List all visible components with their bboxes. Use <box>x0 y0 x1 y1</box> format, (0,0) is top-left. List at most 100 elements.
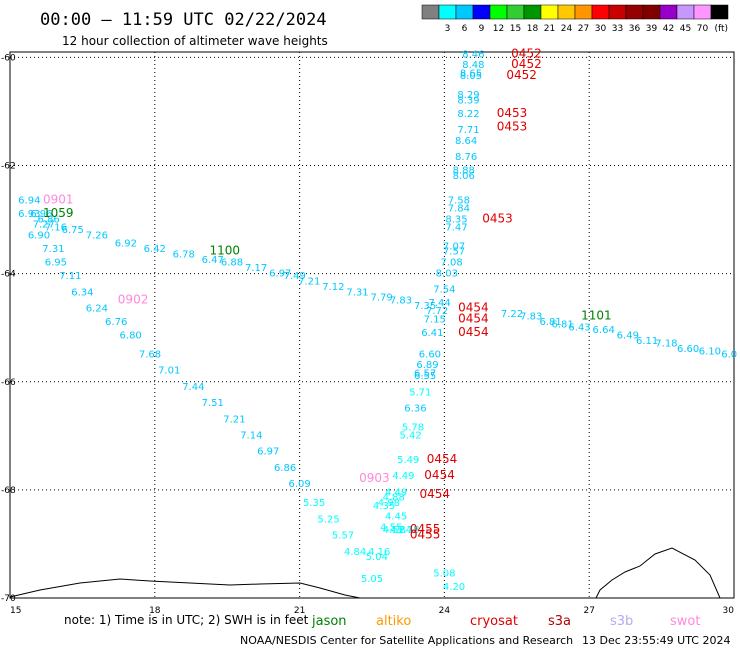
colorbar-label: 30 <box>595 24 607 34</box>
wave-height-point: 7.44 <box>182 382 204 393</box>
x-tick-label: 18 <box>149 606 161 616</box>
colorbar-swatch <box>506 4 525 20</box>
pass-label: 0452 <box>511 46 542 60</box>
wave-height-point: 6.80 <box>120 331 142 342</box>
wave-height-point: 6.97 <box>257 447 279 458</box>
wave-height-point: 7.54 <box>433 285 455 296</box>
wave-height-point: 6.88 <box>221 258 243 269</box>
wave-height-point: 6.34 <box>71 287 93 298</box>
colorbar-swatch <box>591 4 610 20</box>
colorbar-swatch <box>540 4 559 20</box>
colorbar-label: 18 <box>527 24 539 34</box>
wave-height-point: 4.55 <box>380 522 402 533</box>
satellite-legend: jason altiko cryosat s3a s3b swot <box>311 614 700 629</box>
wave-height-point: 8.05 <box>460 71 482 82</box>
colorbar-swatch <box>642 4 661 20</box>
wave-height-point: 7.17 <box>245 263 267 274</box>
colorbar-swatch <box>574 4 593 20</box>
wave-height-point: 4.52 <box>383 525 405 536</box>
wave-height-point: 8.35 <box>445 214 467 225</box>
wave-height-point: 6.43 <box>568 322 590 333</box>
colorbar-label: 33 <box>612 24 623 34</box>
wave-height-point: 8.88 <box>453 166 475 177</box>
wave-height-point: 7.83 <box>520 312 542 323</box>
wave-height-point: 7.01 <box>158 366 180 377</box>
wave-height-point: 7.83 <box>390 295 412 306</box>
colorbar-swatch <box>523 4 542 20</box>
pass-label: 0453 <box>497 119 528 133</box>
pass-label: 0454 <box>427 452 458 466</box>
grid <box>10 52 734 598</box>
wave-height-point: 6.10 <box>699 347 721 358</box>
wave-height-point: 6.76 <box>105 317 127 328</box>
wave-height-point: 6.95 <box>45 258 67 269</box>
wave-height-point: 7.14 <box>240 431 262 442</box>
wave-height-point: 8.03 <box>436 268 458 279</box>
wave-height-point: 5.04 <box>366 552 388 563</box>
colorbar-swatch <box>472 4 491 20</box>
pass-label: 0902 <box>118 292 149 306</box>
x-tick-label: 15 <box>10 606 21 616</box>
wave-height-point: 8.22 <box>457 109 479 120</box>
plot-area: 8.468.488.658.05 8.298.39 8.22 7.718.64 8.76… <box>9 46 737 599</box>
note-text: note: 1) Time is in UTC; 2) SWH is in fe… <box>64 613 309 627</box>
wave-height-point: 6.64 <box>593 325 615 336</box>
wave-height-point: 7.08 <box>441 258 463 269</box>
pass-label: 0455 <box>410 522 441 536</box>
wave-height-point: 7.26 <box>86 231 108 242</box>
pass-labels: 0452045204520453045304530454045404540454… <box>43 46 612 541</box>
wave-height-point: 8.64 <box>455 136 477 147</box>
chart-title: 00:00 — 11:59 UTC 02/22/2024 <box>40 10 327 30</box>
colorbar-label: 9 <box>479 24 485 34</box>
colorbar-label: 15 <box>510 24 521 34</box>
wave-height-point: 4.88 <box>383 493 405 504</box>
coastline <box>9 547 721 599</box>
wave-height-point: 7.18 <box>655 339 677 350</box>
wave-height-point: 5.42 <box>399 431 421 442</box>
wave-height-point: 7.57 <box>443 247 465 258</box>
wave-height-point: 6.78 <box>173 249 195 260</box>
colorbar-swatch <box>438 4 457 20</box>
pass-label: 0901 <box>43 192 74 206</box>
plot-frame <box>9 51 735 599</box>
wave-height-point: 5.35 <box>303 498 325 509</box>
y-tick-label: -70 <box>1 594 16 604</box>
x-tick-label: 30 <box>723 606 735 616</box>
wave-height-point: 6.60 <box>419 349 441 360</box>
y-tick-label: -62 <box>1 162 16 172</box>
wave-height-point: 5.49 <box>397 455 419 466</box>
wave-height-point: 7.68 <box>139 349 161 360</box>
wave-height-point: 6.24 <box>86 303 108 314</box>
colorbar-label: 24 <box>561 24 573 34</box>
colorbar-label: 45 <box>680 24 691 34</box>
colorbar-unit: (ft) <box>714 24 728 34</box>
wave-height-point: 4.98 <box>378 498 400 509</box>
wave-height-point: 7.21 <box>298 276 320 287</box>
colorbar-label: 21 <box>544 24 555 34</box>
wave-height-point: 8.39 <box>457 95 479 106</box>
wave-height-point: 7.21 <box>223 414 245 425</box>
pass-label: 0454 <box>424 468 455 482</box>
wave-height-point: 5.08 <box>433 568 455 579</box>
wave-height-point: 6.92 <box>115 239 137 250</box>
wave-height-point: 6.11 <box>636 336 658 347</box>
y-tick-label: -64 <box>1 270 16 280</box>
wave-height-point: 6.09 <box>288 479 310 490</box>
wave-height-point: 8.06 <box>453 171 475 182</box>
wave-height-point: 6.55 <box>414 371 436 382</box>
colorbar-swatch <box>659 4 678 20</box>
pass-label: 1101 <box>581 309 612 323</box>
pass-label: 0453 <box>497 106 528 120</box>
wave-height-point: 7.31 <box>42 244 64 255</box>
wave-height-point: 4.45 <box>385 512 407 523</box>
wave-height-point: 5.78 <box>402 422 424 433</box>
pass-label: 0452 <box>506 68 537 82</box>
wave-height-point: 4.84 <box>344 547 366 558</box>
colorbar-swatch <box>625 4 644 20</box>
legend-sat-cryosat: cryosat <box>470 614 518 629</box>
pass-label: 0454 <box>458 311 489 325</box>
wave-height-point: 7.22 <box>501 309 523 320</box>
x-tick-label: 24 <box>439 606 451 616</box>
y-tick-label: -66 <box>1 378 16 388</box>
